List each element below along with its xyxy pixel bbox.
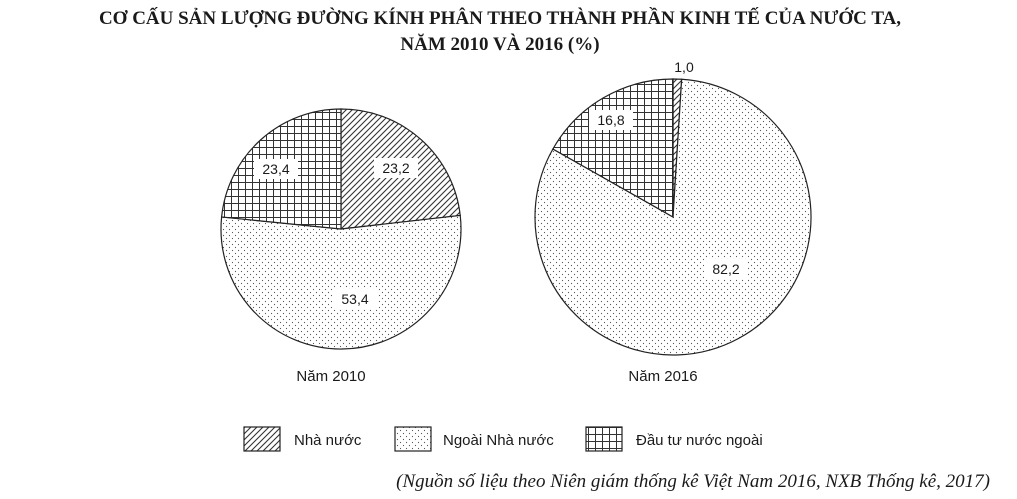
legend-swatch-ngoai-nha-nuoc [394, 426, 432, 452]
slice-label-1-0: 1,0 [674, 59, 694, 75]
chart-title-line-2: NĂM 2010 VÀ 2016 (%) [400, 33, 599, 55]
slice-label-1-2: 16,8 [597, 112, 624, 128]
slice-label-0-2: 23,4 [262, 161, 289, 177]
legend: Nhà nước Ngoài Nhà nước Đầu tư nước ngoà… [243, 426, 763, 452]
slice-label-bg-1-0 [666, 57, 702, 77]
pies-group: 23,2 53,4 23,4 Năm 2010 1,0 82,2 16,8 Năm 2016 [220, 57, 812, 385]
legend-label-dau-tu-nuoc-ngoai: Đầu tư nước ngoài [636, 432, 763, 449]
legend-label-nha-nuoc: Nhà nước [294, 432, 362, 449]
legend-label-ngoai-nha-nuoc: Ngoài Nhà nước [443, 432, 554, 449]
slice-label-bg-0-0 [374, 158, 418, 178]
chart-title-line-1: CƠ CẤU SẢN LƯỢNG ĐƯỜNG KÍNH PHÂN THEO TH… [99, 7, 901, 29]
slice-label-bg-1-1 [704, 259, 748, 279]
legend-swatch-dau-tu-nuoc-ngoai [585, 426, 623, 452]
legend-swatch-nha-nuoc [243, 426, 281, 452]
slice-label-bg-0-2 [254, 159, 298, 179]
pie-slice-0-1 [220, 214, 462, 350]
slice-label-1-1: 82,2 [712, 261, 739, 277]
slice-label-0-1: 53,4 [341, 291, 368, 307]
pie-slice-1-2 [552, 78, 674, 219]
slice-label-bg-0-1 [333, 289, 377, 309]
slice-label-0-0: 23,2 [382, 160, 409, 176]
source-note: (Nguồn số liệu theo Niên giám thống kê V… [396, 471, 990, 492]
pie-caption-0: Năm 2010 [296, 368, 365, 385]
slice-label-bg-1-2 [589, 110, 633, 130]
pie-caption-1: Năm 2016 [628, 368, 697, 385]
